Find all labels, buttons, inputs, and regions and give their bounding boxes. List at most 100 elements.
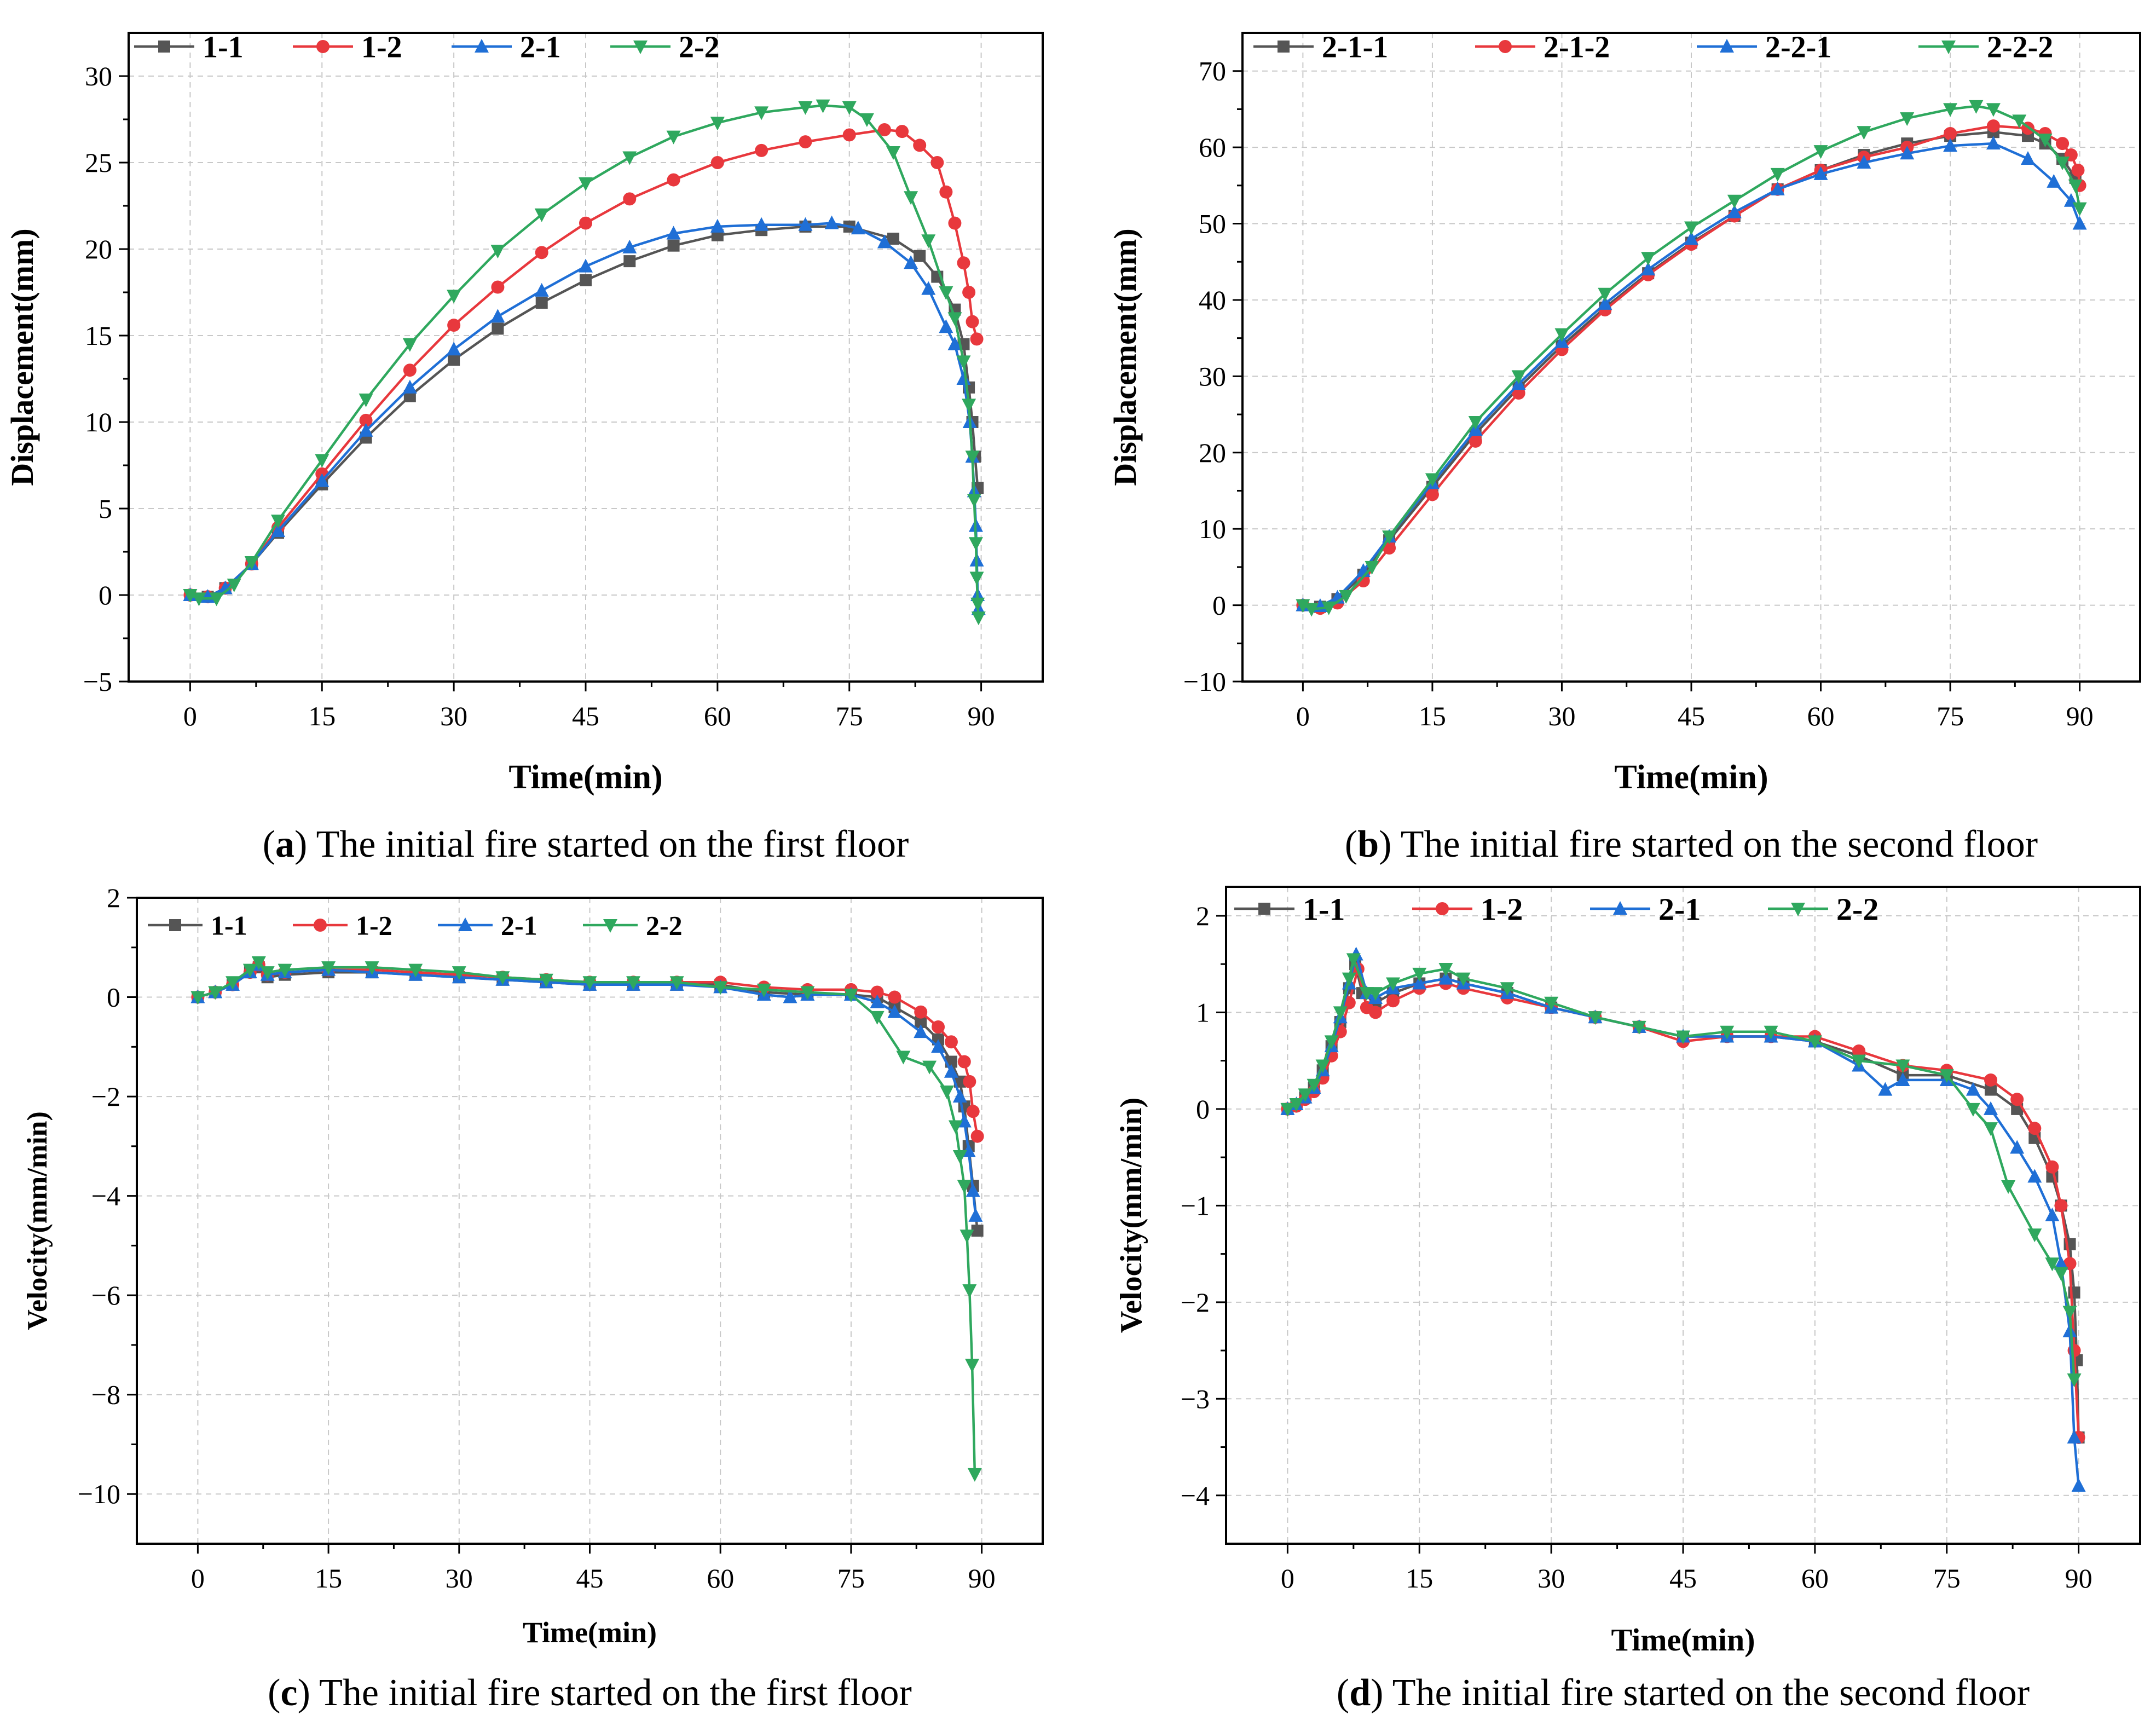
data-point bbox=[452, 966, 466, 980]
legend-label: 2-1 bbox=[501, 910, 537, 941]
x-tick-label: 75 bbox=[837, 1563, 865, 1594]
data-point bbox=[870, 1011, 885, 1025]
x-tick-label: 45 bbox=[572, 701, 599, 731]
data-point bbox=[914, 250, 926, 262]
y-tick-label: 0 bbox=[107, 982, 120, 1013]
data-point bbox=[970, 597, 985, 611]
data-point bbox=[948, 216, 962, 230]
data-point bbox=[1966, 1102, 1980, 1117]
data-point bbox=[1684, 221, 1698, 235]
data-point bbox=[2038, 134, 2053, 148]
data-point bbox=[959, 1229, 974, 1244]
data-point bbox=[1984, 1122, 1998, 1136]
data-point bbox=[710, 117, 725, 131]
data-point bbox=[365, 961, 379, 975]
data-point bbox=[490, 309, 505, 323]
data-point bbox=[1984, 1101, 1998, 1115]
data-point bbox=[966, 315, 979, 328]
y-tick-label: 40 bbox=[1199, 285, 1226, 315]
data-point bbox=[2067, 1373, 2082, 1387]
data-point bbox=[939, 1086, 954, 1099]
legend-marker bbox=[169, 919, 181, 931]
data-point bbox=[2071, 163, 2085, 177]
legend-marker bbox=[475, 39, 489, 53]
data-point bbox=[2054, 1256, 2068, 1270]
y-tick-label: −2 bbox=[91, 1081, 120, 1112]
data-point bbox=[931, 1039, 946, 1053]
data-point bbox=[666, 130, 681, 145]
legend-marker bbox=[316, 40, 330, 53]
caption-paren-close: ) bbox=[1379, 823, 1391, 865]
legend-label: 1-2 bbox=[361, 31, 402, 65]
x-tick-label: 15 bbox=[315, 1563, 342, 1594]
data-point bbox=[957, 1180, 972, 1194]
data-point bbox=[755, 143, 768, 157]
caption-text: The initial fire started on the second f… bbox=[1383, 1672, 2030, 1714]
data-point bbox=[798, 217, 813, 231]
y-tick-label: 0 bbox=[1196, 1094, 1210, 1124]
data-point bbox=[244, 556, 259, 570]
data-point bbox=[315, 454, 330, 468]
data-point bbox=[904, 255, 918, 269]
plot-frame bbox=[1225, 886, 2141, 1545]
data-point bbox=[2047, 174, 2061, 188]
caption-paren-close: ) bbox=[294, 823, 307, 865]
data-point bbox=[944, 1035, 958, 1049]
x-axis-label: Time(min) bbox=[1614, 759, 1768, 796]
data-point bbox=[2072, 216, 2087, 230]
data-point bbox=[2055, 157, 2070, 170]
data-point bbox=[2027, 1169, 2042, 1183]
x-tick-label: 60 bbox=[704, 701, 731, 731]
y-tick-label: 20 bbox=[85, 234, 112, 264]
data-point bbox=[2062, 1306, 2077, 1320]
series-line bbox=[189, 104, 980, 618]
chart-panel-d: 0 15 30 45 60 75 90 −4 −3 −2 −1 0 1 2 1-1 1-2 2-1 2-2 Time… bbox=[1114, 886, 2141, 1714]
data-point bbox=[1641, 262, 1656, 276]
legend-marker bbox=[603, 919, 617, 933]
data-point bbox=[447, 342, 461, 356]
y-tick-label: −4 bbox=[1181, 1480, 1210, 1511]
x-tick-label: 30 bbox=[1548, 701, 1575, 731]
data-point bbox=[783, 989, 797, 1003]
x-tick-label: 60 bbox=[1801, 1563, 1829, 1594]
data-point bbox=[966, 1183, 980, 1197]
data-point bbox=[842, 101, 857, 115]
data-point bbox=[965, 1359, 980, 1373]
data-point bbox=[242, 963, 257, 978]
x-tick-label: 30 bbox=[440, 701, 467, 731]
legend: 1-1 1-2 2-1 2-2 bbox=[134, 31, 720, 65]
legend-marker bbox=[1278, 41, 1290, 53]
data-point bbox=[970, 1129, 984, 1143]
data-point bbox=[1986, 103, 2001, 117]
legend-label: 2-2 bbox=[1836, 891, 1878, 927]
data-point bbox=[710, 218, 725, 233]
data-point bbox=[1346, 953, 1361, 967]
data-point bbox=[1456, 972, 1471, 986]
data-point bbox=[580, 274, 592, 286]
data-point bbox=[448, 354, 460, 366]
data-point bbox=[1469, 434, 1482, 448]
data-point bbox=[1324, 1035, 1339, 1049]
data-point bbox=[2054, 1199, 2068, 1213]
data-point bbox=[667, 239, 680, 252]
data-point bbox=[968, 537, 983, 551]
y-tick-label: 30 bbox=[85, 61, 112, 91]
caption-text: The initial fire started on the second f… bbox=[1391, 823, 2038, 865]
data-point bbox=[1386, 994, 1400, 1008]
data-point bbox=[260, 966, 275, 980]
y-axis-label: Displacement(mm) bbox=[1107, 228, 1143, 486]
legend-label: 2-1 bbox=[520, 31, 561, 65]
legend-marker bbox=[158, 41, 170, 53]
legend-marker bbox=[1941, 41, 1956, 54]
data-point bbox=[816, 99, 830, 113]
legend-label: 2-2 bbox=[679, 31, 720, 65]
data-point bbox=[1412, 975, 1427, 990]
data-point bbox=[957, 256, 970, 270]
data-point bbox=[1895, 1072, 1910, 1086]
y-tick-label: 10 bbox=[85, 407, 112, 437]
data-point bbox=[895, 125, 909, 138]
data-point bbox=[939, 185, 953, 199]
data-point bbox=[1676, 1030, 1690, 1044]
data-point bbox=[896, 1050, 911, 1065]
data-point bbox=[1333, 1006, 1348, 1020]
